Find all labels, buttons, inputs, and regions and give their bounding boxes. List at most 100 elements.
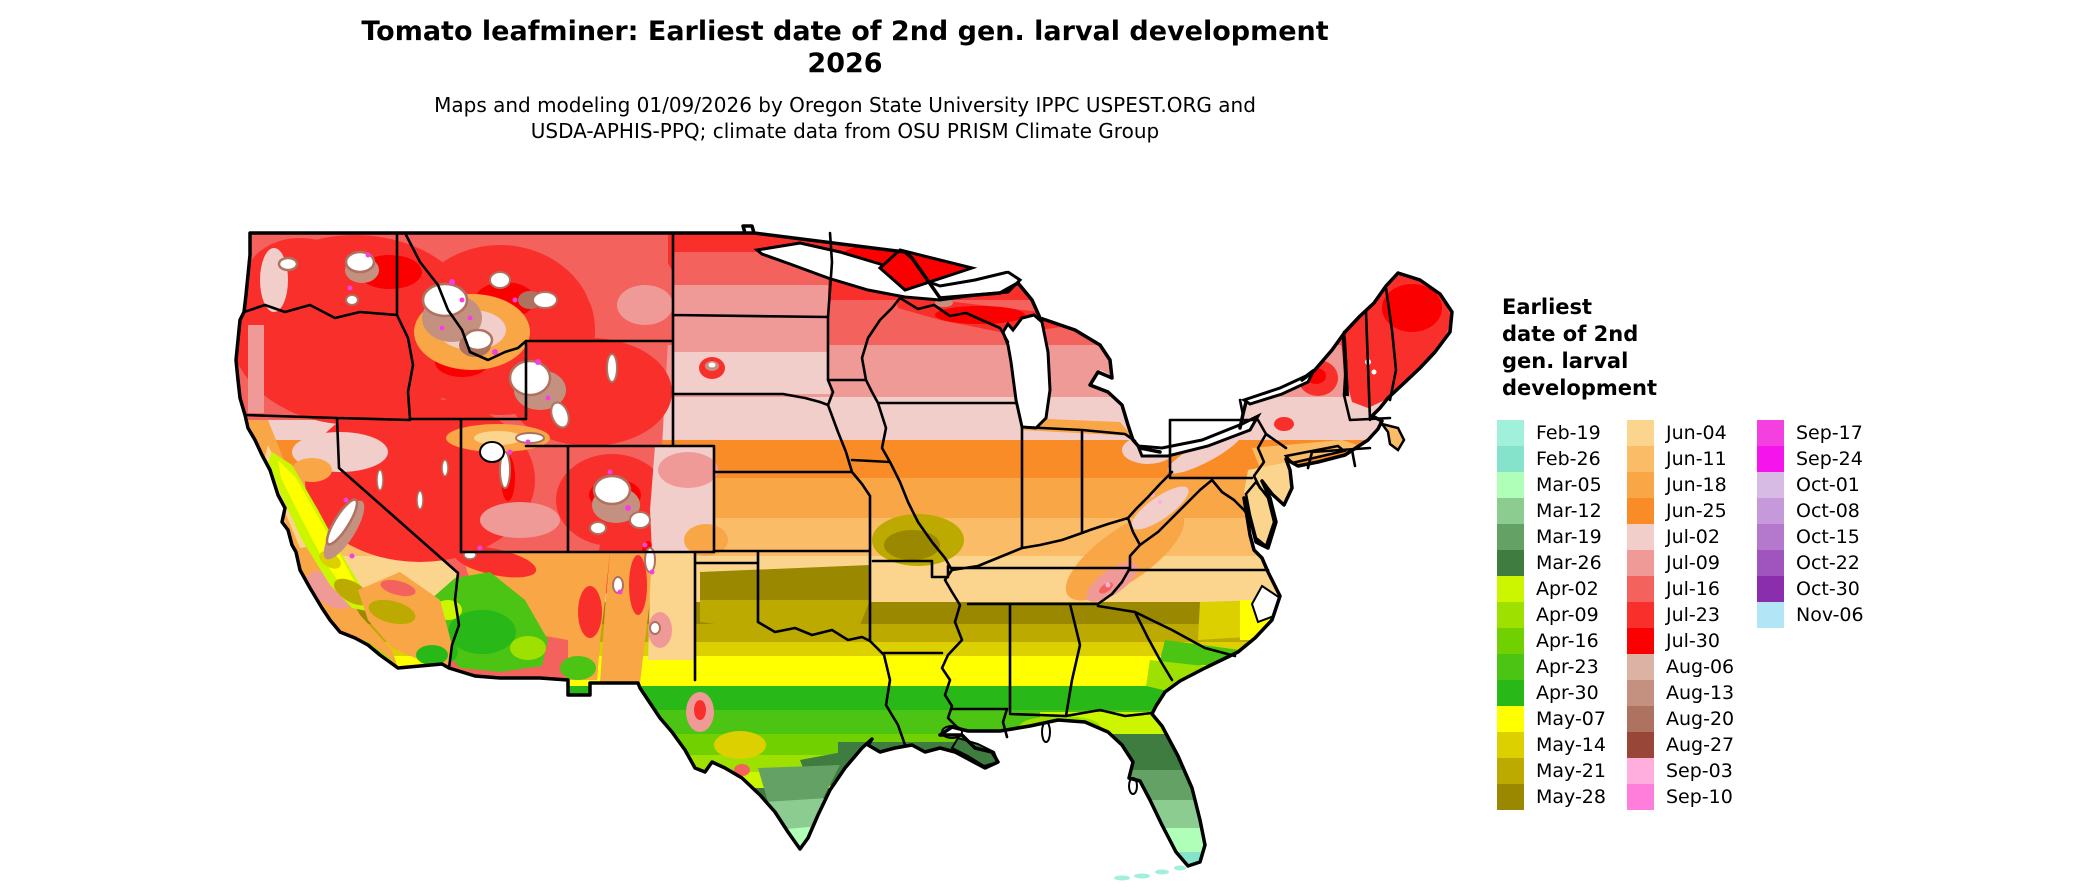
legend-label: Feb-19: [1536, 422, 1601, 444]
legend-label: Feb-26: [1536, 448, 1601, 470]
legend-entry: Mar-19: [1497, 524, 1606, 550]
legend-title: Earliest date of 2nd gen. larval developmen…: [1502, 294, 2087, 402]
legend-label: Mar-26: [1536, 552, 1602, 574]
legend-entry: Jun-25: [1627, 498, 1734, 524]
legend-title-line: development: [1502, 376, 1657, 400]
legend-swatch: [1627, 706, 1654, 732]
legend-swatch: [1627, 680, 1654, 706]
legend-entry: Jul-23: [1627, 602, 1734, 628]
legend-entry: Nov-06: [1757, 602, 1864, 628]
coastline: [234, 224, 1454, 868]
sep17-mountain-specks: [343, 252, 655, 595]
legend-entry: Sep-10: [1627, 784, 1734, 810]
legend-label: Aug-20: [1666, 708, 1735, 730]
legend-swatch: [1497, 550, 1524, 576]
legend: Earliest date of 2nd gen. larval developmen…: [1497, 294, 2087, 810]
legend-entry: Jun-11: [1627, 446, 1734, 472]
legend-label: May-14: [1536, 734, 1606, 756]
map-subtitle-line2: USDA-APHIS-PPQ; climate data from OSU PR…: [530, 119, 1160, 143]
legend-entry: Sep-17: [1757, 420, 1864, 446]
legend-entry: May-14: [1497, 732, 1606, 758]
legend-label: Apr-23: [1536, 656, 1599, 678]
legend-label: Jun-04: [1666, 422, 1727, 444]
legend-label: Jun-25: [1666, 500, 1727, 522]
legend-label: Aug-13: [1666, 682, 1735, 704]
legend-label: Sep-24: [1796, 448, 1863, 470]
legend-swatch: [1757, 420, 1784, 446]
legend-entry: Mar-26: [1497, 550, 1606, 576]
legend-entry: Aug-06: [1627, 654, 1734, 680]
legend-label: Jun-11: [1666, 448, 1727, 470]
legend-swatch: [1757, 550, 1784, 576]
legend-swatch: [1627, 732, 1654, 758]
florida-keys: [1114, 865, 1186, 881]
legend-swatch: [1627, 602, 1654, 628]
legend-label: May-28: [1536, 786, 1606, 808]
legend-entry: Jul-02: [1627, 524, 1734, 550]
legend-swatch: [1497, 784, 1524, 810]
legend-swatch: [1497, 706, 1524, 732]
legend-swatch: [1497, 758, 1524, 784]
legend-label: Nov-06: [1796, 604, 1864, 626]
legend-swatch: [1627, 498, 1654, 524]
legend-swatch: [1497, 498, 1524, 524]
legend-swatch: [1627, 654, 1654, 680]
legend-label: Jul-23: [1666, 604, 1720, 626]
legend-entry: Mar-05: [1497, 472, 1606, 498]
legend-swatch: [1757, 524, 1784, 550]
legend-entry: Apr-02: [1497, 576, 1606, 602]
legend-label: Apr-09: [1536, 604, 1599, 626]
legend-swatch: [1627, 420, 1654, 446]
legend-label: May-21: [1536, 760, 1606, 782]
legend-entry: Oct-08: [1757, 498, 1864, 524]
legend-entry: Apr-23: [1497, 654, 1606, 680]
legend-label: Aug-06: [1666, 656, 1735, 678]
cape-cod: [1378, 421, 1406, 452]
legend-label: Jul-30: [1666, 630, 1720, 652]
legend-swatch: [1757, 472, 1784, 498]
legend-label: Aug-27: [1666, 734, 1735, 756]
legend-swatch: [1497, 446, 1524, 472]
legend-label: Oct-30: [1796, 578, 1860, 600]
legend-label: Jun-18: [1666, 474, 1727, 496]
legend-swatch: [1497, 420, 1524, 446]
map-raster-fill: [236, 233, 1452, 866]
map-subtitle: Maps and modeling 01/09/2026 by Oregon S…: [0, 92, 1690, 144]
legend-swatch: [1757, 498, 1784, 524]
legend-entry: Sep-03: [1627, 758, 1734, 784]
legend-label: Apr-30: [1536, 682, 1599, 704]
legend-entry: Jun-18: [1627, 472, 1734, 498]
legend-label: Mar-05: [1536, 474, 1602, 496]
legend-swatch: [1497, 602, 1524, 628]
legend-label: Mar-12: [1536, 500, 1602, 522]
legend-entry: Sep-24: [1757, 446, 1864, 472]
legend-label: Jul-02: [1666, 526, 1720, 548]
legend-swatch: [1627, 524, 1654, 550]
legend-label: Sep-03: [1666, 760, 1733, 782]
legend-entry: May-21: [1497, 758, 1606, 784]
map-title-year: 2026: [807, 48, 883, 79]
legend-label: Apr-02: [1536, 578, 1599, 600]
legend-entry: May-28: [1497, 784, 1606, 810]
legend-label: Mar-19: [1536, 526, 1602, 548]
legend-entry: Jul-09: [1627, 550, 1734, 576]
legend-title-line: gen. larval: [1502, 349, 1629, 373]
legend-label: May-07: [1536, 708, 1606, 730]
state-borders: [242, 231, 1398, 747]
legend-label: Sep-17: [1796, 422, 1863, 444]
legend-title-line: date of 2nd: [1502, 322, 1639, 346]
legend-swatch: [1627, 550, 1654, 576]
mobile-bay: [1041, 721, 1051, 743]
legend-swatch: [1627, 446, 1654, 472]
lake-erie: [1135, 412, 1262, 458]
legend-label: Jul-09: [1666, 552, 1720, 574]
legend-entry: Feb-19: [1497, 420, 1606, 446]
legend-entry: Apr-30: [1497, 680, 1606, 706]
legend-entry: Jul-16: [1627, 576, 1734, 602]
legend-label: Sep-10: [1666, 786, 1733, 808]
legend-swatch: [1627, 472, 1654, 498]
legend-entry: Mar-12: [1497, 498, 1606, 524]
legend-entry: Jul-30: [1627, 628, 1734, 654]
legend-entry: Oct-15: [1757, 524, 1864, 550]
